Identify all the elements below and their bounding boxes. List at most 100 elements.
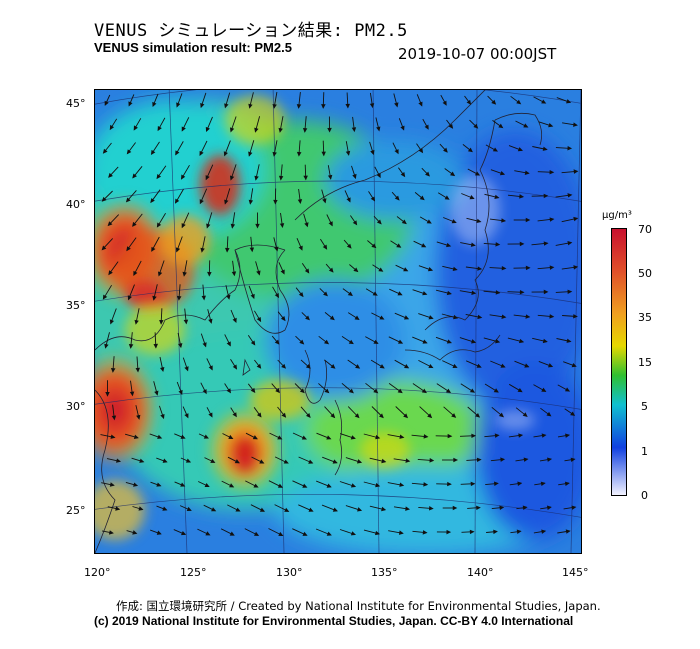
wind-arrowhead (419, 195, 425, 201)
wind-arrowhead (345, 103, 350, 109)
wind-arrowhead (176, 295, 182, 301)
wind-arrowhead (381, 506, 387, 512)
wind-arrowhead (281, 363, 287, 369)
wind-arrowhead (108, 530, 114, 535)
wind-arrowhead (447, 481, 452, 487)
colorbar-tick-70: 70 (638, 223, 652, 236)
wind-arrowhead (373, 339, 379, 344)
wind-arrowhead (422, 339, 428, 344)
wind-arrowhead (546, 505, 552, 510)
wind-arrowhead (471, 433, 477, 439)
wind-arrowhead (370, 149, 375, 156)
pm25-map (94, 89, 582, 554)
wind-arrowhead (446, 242, 452, 248)
wind-arrowhead (107, 221, 113, 227)
wind-arrowhead (425, 171, 430, 177)
wind-arrowhead (150, 198, 155, 204)
wind-arrowhead (152, 101, 157, 108)
wind-arrowhead (249, 247, 255, 253)
wind-arrowhead (429, 506, 434, 511)
wind-arrowhead (370, 196, 376, 202)
wind-arrowhead (547, 457, 553, 462)
wind-arrowhead (418, 101, 423, 107)
wind-arrowhead (200, 247, 205, 253)
wind-arrowhead (421, 243, 427, 248)
wind-arrowhead (448, 123, 454, 129)
wind-arrowhead (371, 243, 377, 249)
wind-arrowhead (549, 314, 555, 319)
wind-arrowhead (422, 530, 428, 535)
wind-arrowhead (376, 219, 382, 225)
wind-arrowhead (253, 483, 259, 488)
wind-arrowhead (230, 223, 236, 229)
wind-arrowhead (541, 387, 547, 392)
lon-label-140: 140° (467, 566, 494, 579)
wind-arrowhead (330, 413, 336, 419)
wind-arrowhead (156, 482, 162, 487)
wind-arrowhead (566, 99, 572, 104)
wind-arrowhead (498, 412, 505, 418)
wind-arrowhead (524, 363, 530, 368)
wind-arrowhead (210, 458, 216, 463)
wind-arrowhead (305, 412, 311, 418)
wind-arrowhead (109, 124, 115, 131)
wind-arrowhead (296, 104, 302, 109)
wind-arrowhead (299, 388, 305, 394)
wind-arrowhead (229, 531, 235, 536)
wind-arrowhead (256, 412, 262, 418)
wind-arrowhead (256, 270, 261, 276)
wind-arrowhead (326, 483, 332, 488)
wind-arrowhead (254, 175, 259, 181)
wind-arrowhead (469, 195, 475, 200)
wind-arrowhead (564, 387, 571, 392)
wind-arrowhead (326, 435, 332, 440)
wind-arrowhead (567, 193, 573, 198)
wind-arrowhead (397, 339, 404, 344)
colorbar-tick-35: 35 (638, 311, 652, 324)
wind-arrowhead (394, 102, 399, 108)
wind-arrowhead (543, 241, 549, 246)
wind-arrowhead (281, 412, 287, 418)
colorbar-tick-50: 50 (638, 267, 652, 280)
wind-arrowhead (525, 314, 531, 319)
lat-label-25: 25° (66, 504, 86, 517)
wind-arrowhead (228, 434, 234, 439)
credit-line: 作成: 国立環境研究所 / Created by National Instit… (116, 599, 601, 613)
wind-arrowhead (226, 294, 231, 300)
wind-arrowhead (160, 413, 165, 420)
wind-arrowhead (501, 218, 507, 223)
wind-arrowhead (181, 223, 186, 229)
wind-arrowhead (517, 387, 523, 393)
wind-arrowhead (427, 413, 433, 419)
wind-arrowhead (491, 99, 497, 105)
wind-arrowhead (376, 172, 381, 179)
wind-arrowhead (549, 169, 555, 175)
wind-arrowhead (180, 482, 186, 487)
wind-arrowhead (546, 411, 552, 417)
wind-arrowhead (354, 315, 360, 320)
wind-arrowhead (229, 175, 235, 181)
wind-arrowhead (259, 459, 265, 464)
wind-arrowhead (252, 435, 258, 440)
wind-arrowhead (298, 292, 304, 298)
wind-arrowhead (399, 482, 405, 487)
wind-arrowhead (162, 506, 168, 511)
wind-arrowhead (178, 343, 183, 349)
wind-arrowhead (226, 341, 231, 347)
wind-arrowhead (280, 269, 285, 275)
wind-arrowhead (332, 507, 338, 512)
wind-arrowhead (541, 99, 547, 104)
wind-arrowhead (102, 294, 108, 300)
wind-arrowhead (373, 388, 379, 394)
wind-arrowhead (308, 507, 314, 512)
wind-arrowhead (523, 457, 529, 462)
wind-arrowhead (541, 433, 547, 438)
wind-arrowhead (321, 151, 326, 157)
wind-arrowhead (153, 343, 158, 349)
wind-arrowhead (398, 530, 404, 535)
wind-arrowhead (374, 530, 381, 536)
wind-arrowhead (254, 127, 259, 133)
wind-arrowhead (573, 169, 579, 174)
wind-arrowhead (405, 458, 411, 463)
wind-arrowhead (453, 457, 459, 463)
